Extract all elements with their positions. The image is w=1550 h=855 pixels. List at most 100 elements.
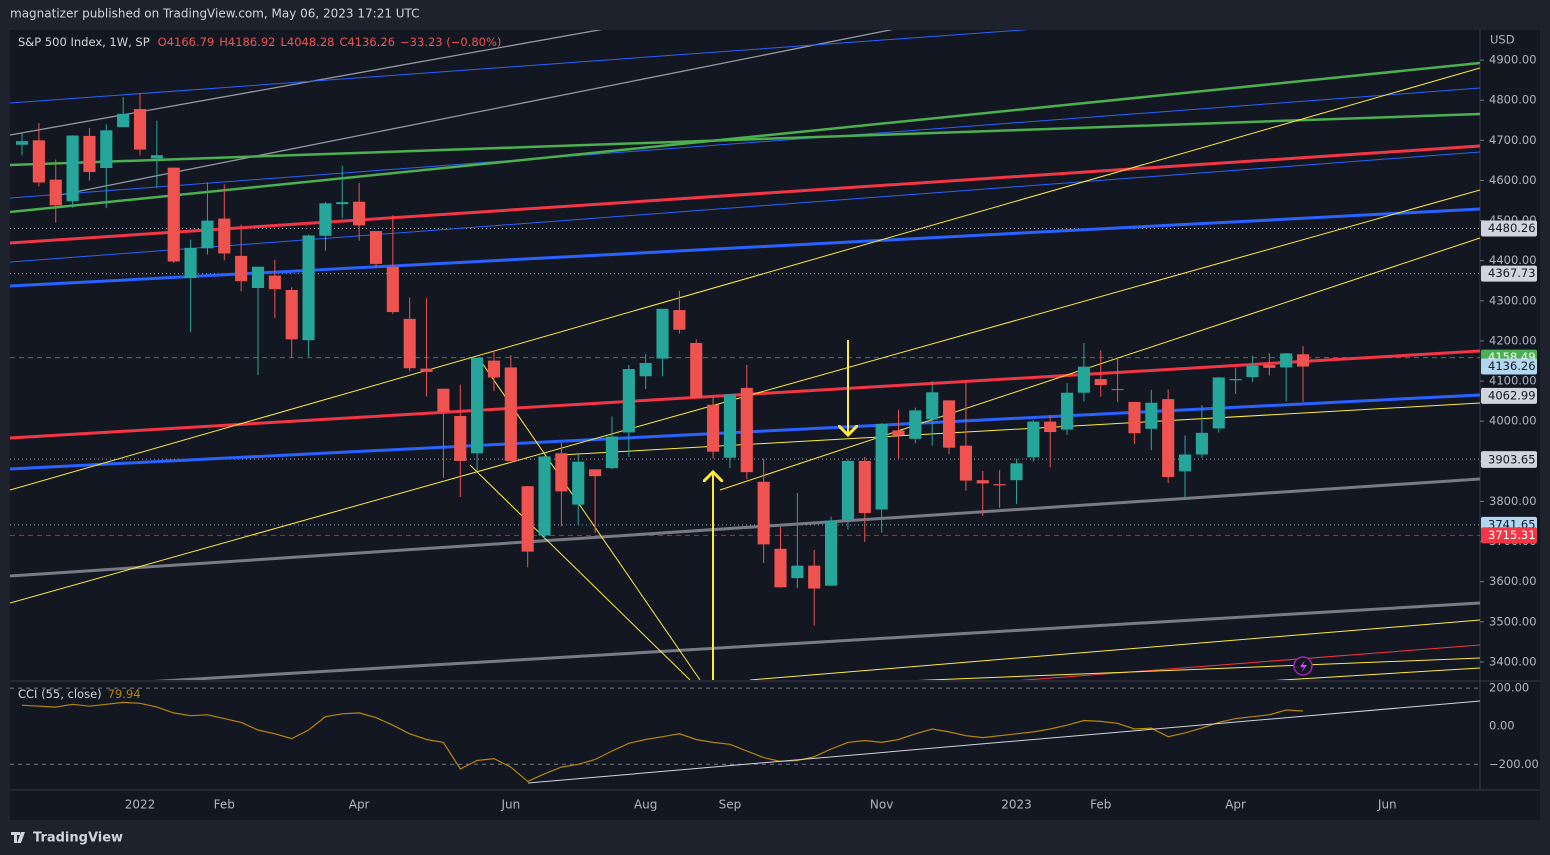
price-tag-label: 4062.99	[1488, 388, 1536, 402]
candle-body	[1044, 421, 1057, 433]
x-tick-label: Nov	[870, 798, 893, 812]
drawings	[10, 30, 1480, 680]
trendline	[527, 700, 1480, 784]
candle-body	[353, 201, 366, 226]
candle-body	[369, 231, 383, 264]
publisher: magnatizer published on TradingView.com,…	[10, 7, 420, 21]
candle-body	[1060, 392, 1074, 430]
y-tick-label: 4600.00	[1489, 173, 1537, 187]
y-tick-label: 3500.00	[1489, 614, 1537, 628]
candle-body	[454, 415, 467, 461]
price-tag-label: 4136.26	[1488, 359, 1536, 373]
candle-body	[437, 388, 450, 412]
candle-body	[841, 460, 854, 520]
candle-body	[808, 565, 821, 589]
cci-legend: CCI (55, close) 79.94	[18, 687, 141, 701]
candle-body	[285, 290, 298, 340]
axes: 4900.004800.004700.004600.004500.004400.…	[125, 53, 1539, 812]
trendline	[10, 61, 1480, 214]
trendline	[469, 464, 691, 680]
candle-body	[572, 461, 585, 505]
ohlc-value: H4186.92	[219, 35, 275, 49]
candle-body	[1145, 402, 1158, 429]
trendline	[719, 237, 1480, 491]
candle-body	[825, 520, 838, 586]
y-tick-label: 4800.00	[1489, 93, 1537, 107]
trendline	[917, 657, 1480, 680]
cci-tick-label: 200.00	[1489, 681, 1529, 695]
candle-body	[218, 218, 231, 254]
price-tag	[1481, 358, 1537, 375]
price-tag	[1481, 387, 1537, 404]
trendline	[10, 30, 1030, 104]
trendline	[1019, 644, 1480, 680]
candle-body	[235, 255, 248, 282]
price-tag	[1481, 265, 1537, 282]
candle-body	[1111, 389, 1124, 391]
y-tick-label: 4200.00	[1489, 333, 1537, 347]
candle-body	[1263, 365, 1276, 368]
price-tag	[1481, 527, 1537, 544]
candle-body	[1246, 365, 1259, 378]
candle-body	[707, 404, 720, 452]
x-tick-label: Feb	[214, 798, 235, 812]
y-tick-label: 4700.00	[1489, 133, 1537, 147]
candle-body	[471, 357, 484, 454]
candle-body	[1077, 366, 1090, 393]
candle-body	[942, 400, 956, 448]
candle-body	[302, 235, 315, 341]
ohlc-value: −33.23 (−0.80%)	[400, 35, 501, 49]
candle-body	[1178, 454, 1192, 472]
trendline	[10, 151, 1480, 263]
candle-body	[32, 140, 45, 183]
candle-body	[100, 130, 113, 169]
candle-body	[201, 220, 214, 249]
candle-body	[1296, 354, 1310, 367]
price-tag	[1481, 451, 1537, 468]
trendline	[153, 601, 1480, 680]
candle-body	[49, 179, 62, 206]
candle-body	[858, 460, 871, 514]
candles	[15, 92, 1310, 626]
trendline	[10, 67, 1480, 491]
price-tag	[1481, 220, 1537, 237]
candle-body	[791, 565, 804, 579]
candle-body	[690, 342, 703, 398]
cci-tick-label: −200.00	[1489, 757, 1539, 771]
trendline	[1274, 667, 1480, 680]
x-tick-label: Sep	[719, 798, 742, 812]
candle-body	[15, 141, 29, 145]
candle-body	[1162, 399, 1175, 477]
cci-line	[21, 701, 1304, 783]
x-tick-label: Jun	[1377, 798, 1397, 812]
candle-body	[66, 135, 79, 202]
candle-body	[83, 135, 96, 173]
x-tick-label: 2023	[1001, 798, 1032, 812]
ohlc-value: L4048.28	[280, 35, 334, 49]
candle-body	[403, 318, 416, 369]
candle-body	[622, 369, 635, 433]
candle-body	[892, 430, 905, 436]
event-icon-bolt	[1300, 660, 1307, 673]
candle-body	[251, 266, 265, 288]
trendline	[10, 112, 1480, 167]
trendline	[10, 144, 1480, 245]
candle-body	[723, 394, 737, 458]
candle-body	[133, 109, 147, 150]
candle-body	[656, 308, 669, 359]
candle-body	[167, 167, 180, 262]
candle-body	[909, 410, 922, 439]
cci-pane	[10, 687, 1480, 784]
trendline	[10, 477, 1480, 578]
candle-body	[1027, 421, 1040, 458]
candle-body	[268, 275, 281, 290]
candle-body	[639, 363, 652, 377]
x-tick-label: Apr	[1225, 798, 1246, 812]
candle-body	[487, 360, 501, 378]
candle-body	[774, 548, 787, 588]
candle-body	[150, 155, 163, 159]
candle-body	[336, 202, 349, 205]
candle-body	[589, 469, 602, 477]
candle-body	[926, 392, 939, 420]
candle-body	[319, 203, 332, 236]
